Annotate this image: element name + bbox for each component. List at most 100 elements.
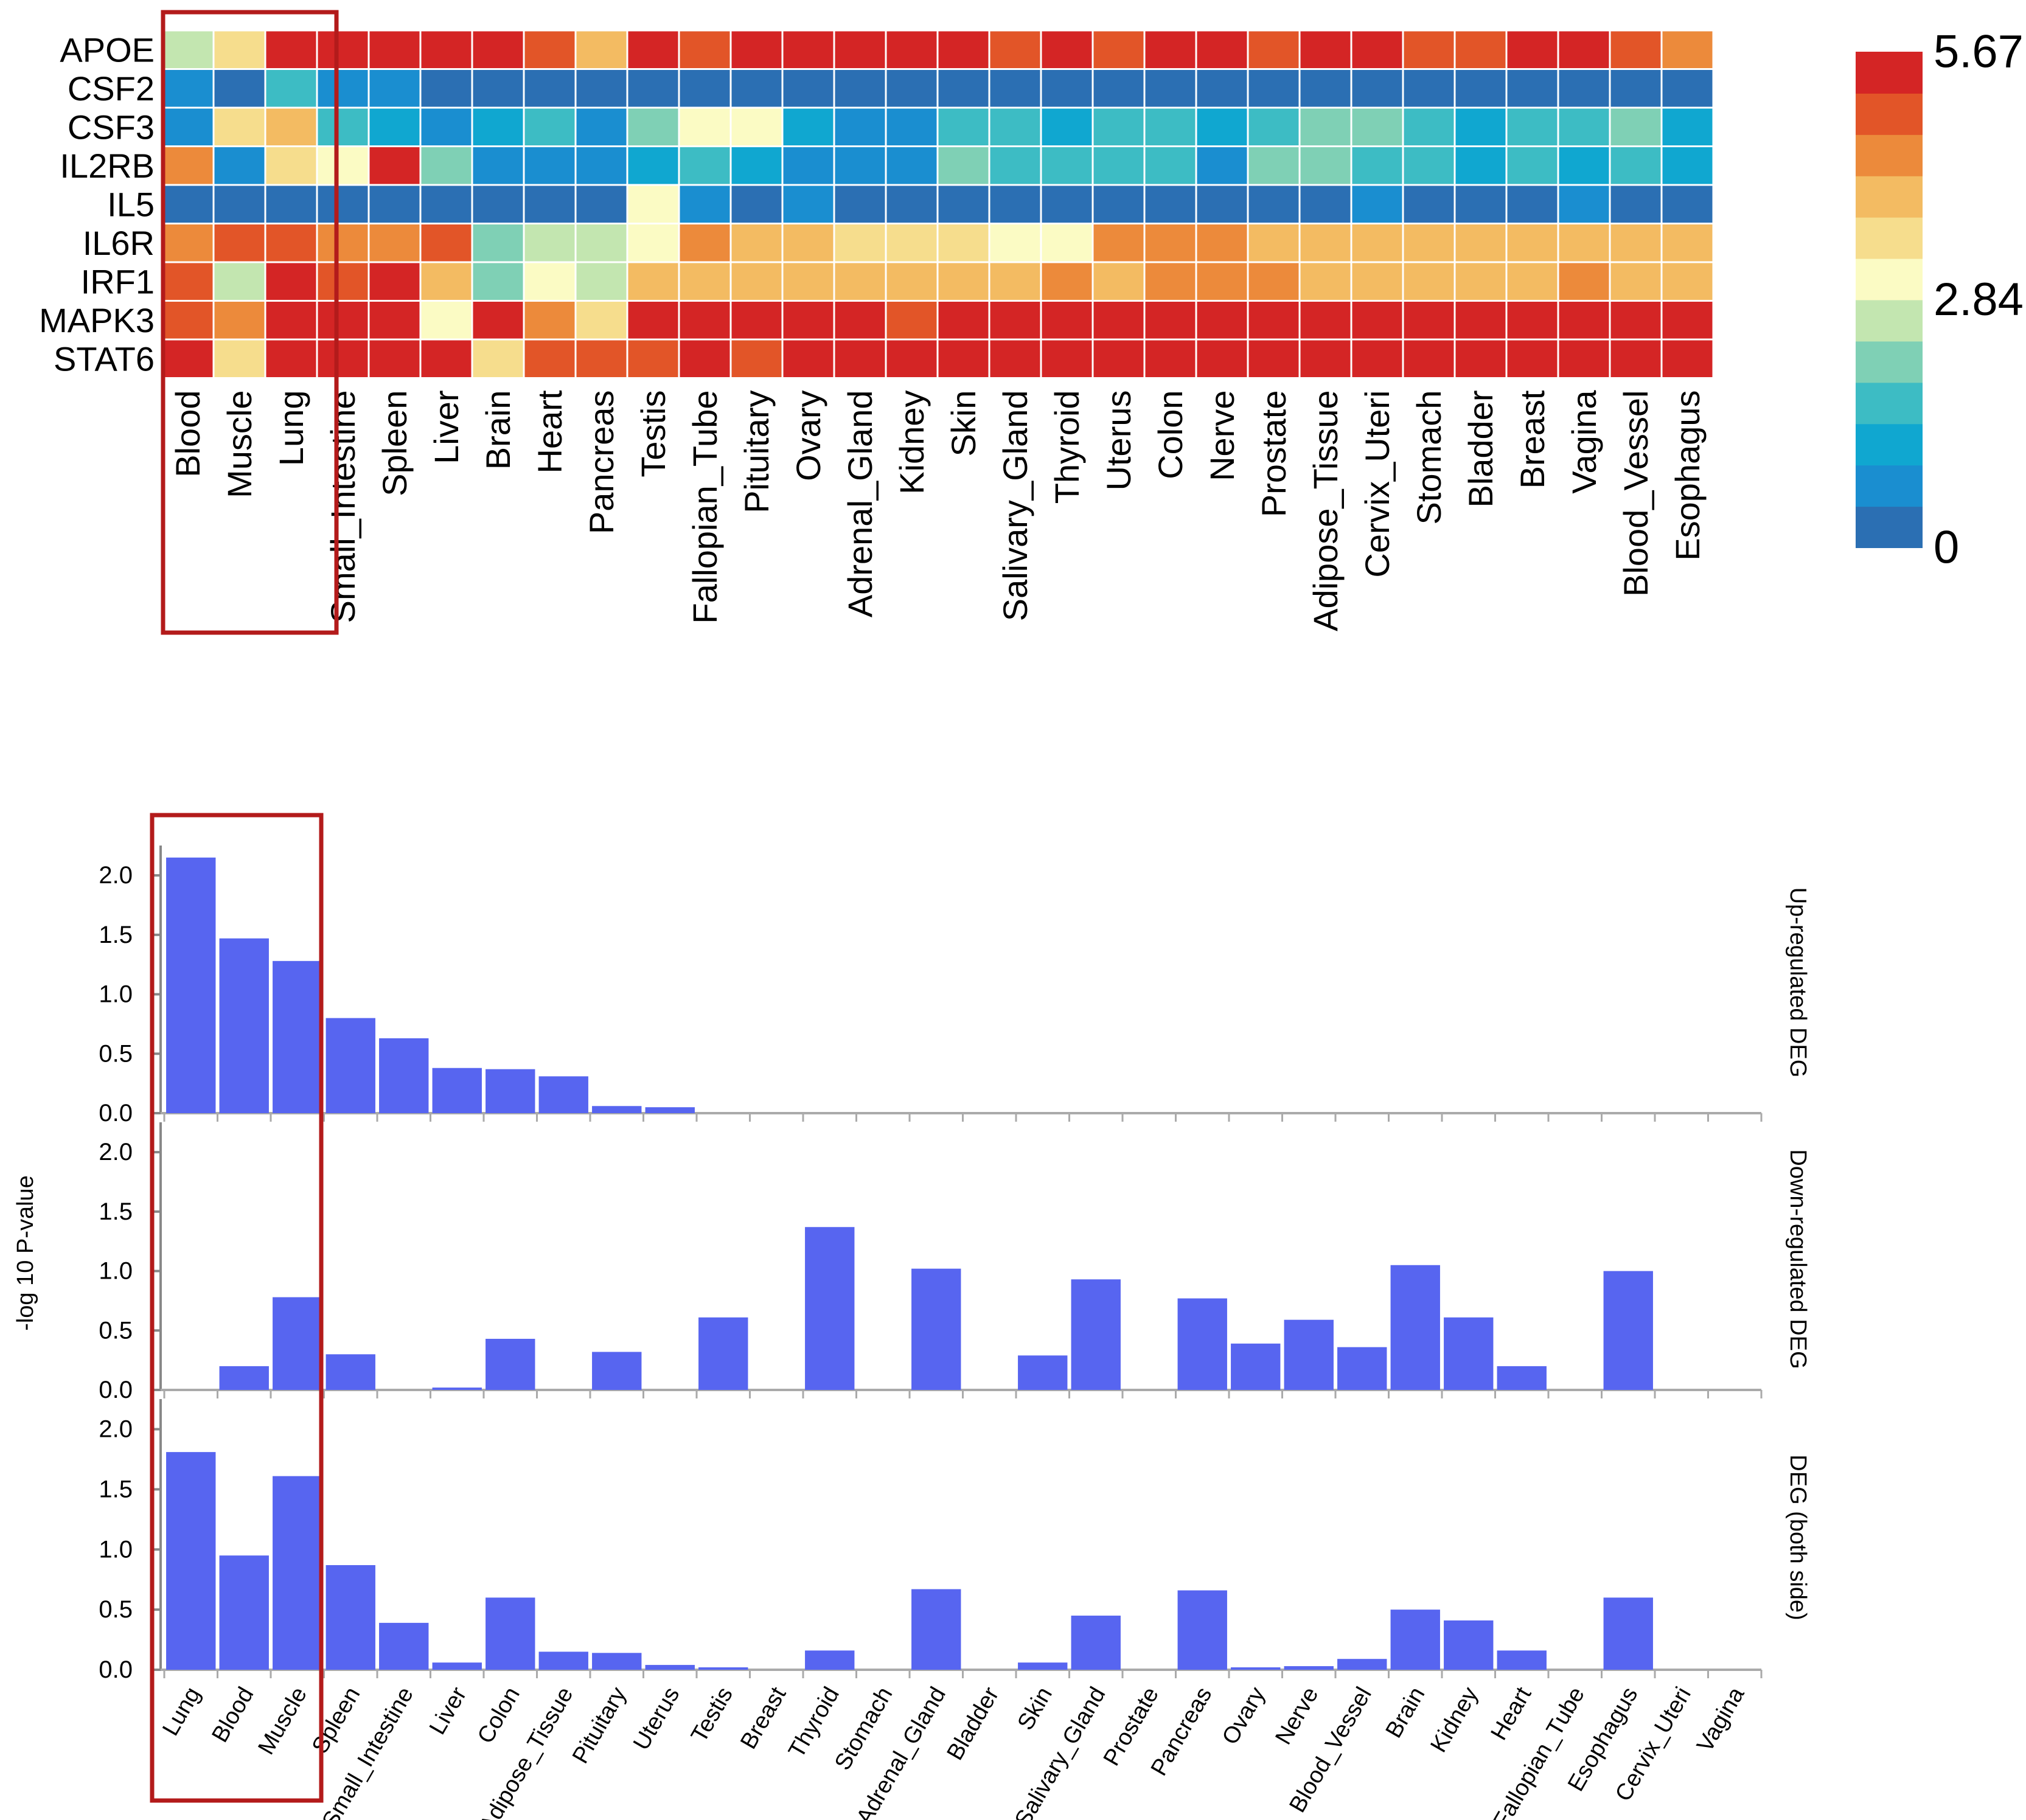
heatmap-cell-il6r-prostate: [1247, 223, 1301, 263]
panel-2-ytick-label-4: 2.0: [99, 1416, 133, 1443]
heatmap-cell-irf1-stomach: [1402, 261, 1456, 302]
heatmap-cell-csf3-pancreas: [574, 106, 628, 147]
heatmap-cell-il6r-thyroid: [1040, 223, 1094, 263]
heatmap-cell-mapk3-pancreas: [574, 300, 628, 341]
bar-down-regulated-deg-ovary: [1231, 1343, 1281, 1390]
heatmap-cell-il5-stomach: [1402, 184, 1456, 224]
heatmap-cell-il6r-salivary-gland: [988, 223, 1042, 263]
heatmap-row-label-csf3: CSF3: [68, 108, 155, 146]
heatmap-cell-irf1-cervix-uteri: [1350, 261, 1404, 302]
heatmap-cell-csf2-prostate: [1247, 68, 1301, 109]
heatmap-cell-mapk3-breast: [1505, 300, 1559, 341]
bar-down-regulated-deg-muscle: [273, 1297, 322, 1390]
heatmap-cell-csf2-small-intestine: [316, 68, 370, 109]
heatmap-cell-irf1-adrenal-gland: [833, 261, 887, 302]
heatmap-cell-stat6-small-intestine: [316, 338, 370, 379]
heatmap-row-label-il5: IL5: [107, 185, 155, 223]
heatmap-cell-apoe-prostate: [1247, 29, 1301, 70]
heatmap-col-label-blood-vessel: Blood_Vessel: [1617, 391, 1655, 597]
heatmap-cell-il5-nerve: [1195, 184, 1249, 224]
heatmap-cell-csf2-stomach: [1402, 68, 1456, 109]
heatmap-cell-csf3-muscle: [212, 106, 266, 147]
heatmap-cell-il5-heart: [523, 184, 577, 224]
heatmap-cell-apoe-adipose-tissue: [1298, 29, 1352, 70]
colorbar-segment-9: [1856, 134, 1923, 176]
bar-category-label-uterus: Uterus: [628, 1683, 684, 1755]
heatmap-col-label-brain: Brain: [479, 391, 517, 470]
heatmap-cell-csf2-lung: [264, 68, 318, 109]
heatmap-cell-il6r-vagina: [1557, 223, 1611, 263]
bar-down-regulated-deg-thyroid: [805, 1227, 855, 1390]
heatmap-cell-il6r-kidney: [885, 223, 939, 263]
bar-deg-both-side-liver: [432, 1662, 482, 1670]
bar-deg-both-side-spleen: [325, 1565, 375, 1670]
heatmap-cell-apoe-heart: [523, 29, 577, 70]
panel-0-ytick-label-4: 2.0: [99, 862, 133, 889]
bar-deg-both-side-uterus: [645, 1665, 695, 1670]
colorbar-segment-1: [1856, 465, 1923, 507]
colorbar-tick-label-0: 5.67: [1934, 26, 2024, 78]
heatmap-cell-stat6-brain: [471, 338, 525, 379]
heatmap-cell-csf2-cervix-uteri: [1350, 68, 1404, 109]
heatmap-col-label-adrenal-gland: Adrenal_Gland: [841, 391, 879, 618]
panel-1-ytick-label-3: 1.5: [99, 1198, 133, 1225]
heatmap-cell-irf1-skin: [936, 261, 990, 302]
heatmap-cell-il6r-skin: [936, 223, 990, 263]
heatmap-cell-il2rb-adrenal-gland: [833, 145, 887, 186]
bar-deg-both-side-pancreas: [1177, 1590, 1227, 1670]
bar-down-regulated-deg-brain: [1390, 1265, 1440, 1390]
panel-0-ytick-label-3: 1.5: [99, 922, 133, 948]
bar-category-label-breast: Breast: [736, 1683, 792, 1753]
panel-0-ytick-label-2: 1.0: [99, 981, 133, 1008]
heatmap-cell-stat6-bladder: [1453, 338, 1508, 379]
heatmap-cell-il2rb-ovary: [781, 145, 835, 186]
heatmap-cell-csf3-testis: [626, 106, 680, 147]
heatmap-cell-il6r-brain: [471, 223, 525, 263]
heatmap-cell-il5-spleen: [367, 184, 422, 224]
heatmap-col-label-small-intestine: Small_Intestine: [324, 391, 362, 623]
heatmap-cell-il2rb-colon: [1143, 145, 1197, 186]
colorbar-segment-4: [1856, 341, 1923, 383]
heatmap-cell-stat6-muscle: [212, 338, 266, 379]
heatmap-row-label-csf2: CSF2: [68, 69, 155, 108]
heatmap-cell-csf3-blood-vessel: [1609, 106, 1663, 147]
bar-down-regulated-deg-liver: [432, 1388, 482, 1390]
heatmap-cell-stat6-prostate: [1247, 338, 1301, 379]
heatmap-cell-stat6-skin: [936, 338, 990, 379]
bar-deg-both-side-kidney: [1444, 1620, 1494, 1670]
heatmap-cell-apoe-salivary-gland: [988, 29, 1042, 70]
bar-down-regulated-deg-colon: [486, 1338, 535, 1390]
bar-category-label-testis: Testis: [686, 1683, 738, 1747]
heatmap-cell-csf3-salivary-gland: [988, 106, 1042, 147]
heatmap-cell-stat6-salivary-gland: [988, 338, 1042, 379]
bar-deg-both-side-adrenal-gland: [911, 1589, 961, 1670]
bar-up-regulated-deg-uterus: [645, 1107, 695, 1113]
heatmap-cell-stat6-blood: [161, 338, 215, 379]
bar-category-label-thyroid: Thyroid: [784, 1683, 844, 1763]
heatmap-cell-il2rb-vagina: [1557, 145, 1611, 186]
panel-2-ytick-label-2: 1.0: [99, 1536, 133, 1563]
heatmap-cell-apoe-liver: [419, 29, 473, 70]
bar-category-label-spleen: Spleen: [307, 1683, 366, 1758]
heatmap-col-label-salivary-gland: Salivary_Gland: [996, 391, 1034, 622]
heatmap-cell-irf1-uterus: [1091, 261, 1146, 302]
heatmap-cell-csf3-vagina: [1557, 106, 1611, 147]
heatmap-col-label-breast: Breast: [1513, 390, 1551, 488]
heatmap-cell-il5-small-intestine: [316, 184, 370, 224]
heatmap-cell-mapk3-fallopian-tube: [678, 300, 732, 341]
heatmap-cell-csf2-spleen: [367, 68, 422, 109]
heatmap-cell-csf3-thyroid: [1040, 106, 1094, 147]
heatmap-cell-il6r-bladder: [1453, 223, 1508, 263]
bar-deg-both-side-adipose-tissue: [538, 1652, 588, 1670]
bar-deg-both-side-colon: [486, 1597, 535, 1670]
heatmap-cell-apoe-vagina: [1557, 29, 1611, 70]
heatmap-cell-csf3-heart: [523, 106, 577, 147]
heatmap-cell-mapk3-brain: [471, 300, 525, 341]
heatmap-cell-il6r-spleen: [367, 223, 422, 263]
heatmap-row-label-stat6: STAT6: [54, 339, 155, 378]
heatmap-cell-stat6-heart: [523, 338, 577, 379]
bar-down-regulated-deg-heart: [1497, 1366, 1547, 1390]
bar-down-regulated-deg-blood-vessel: [1337, 1347, 1387, 1390]
heatmap-cell-il5-pituitary: [729, 184, 784, 224]
